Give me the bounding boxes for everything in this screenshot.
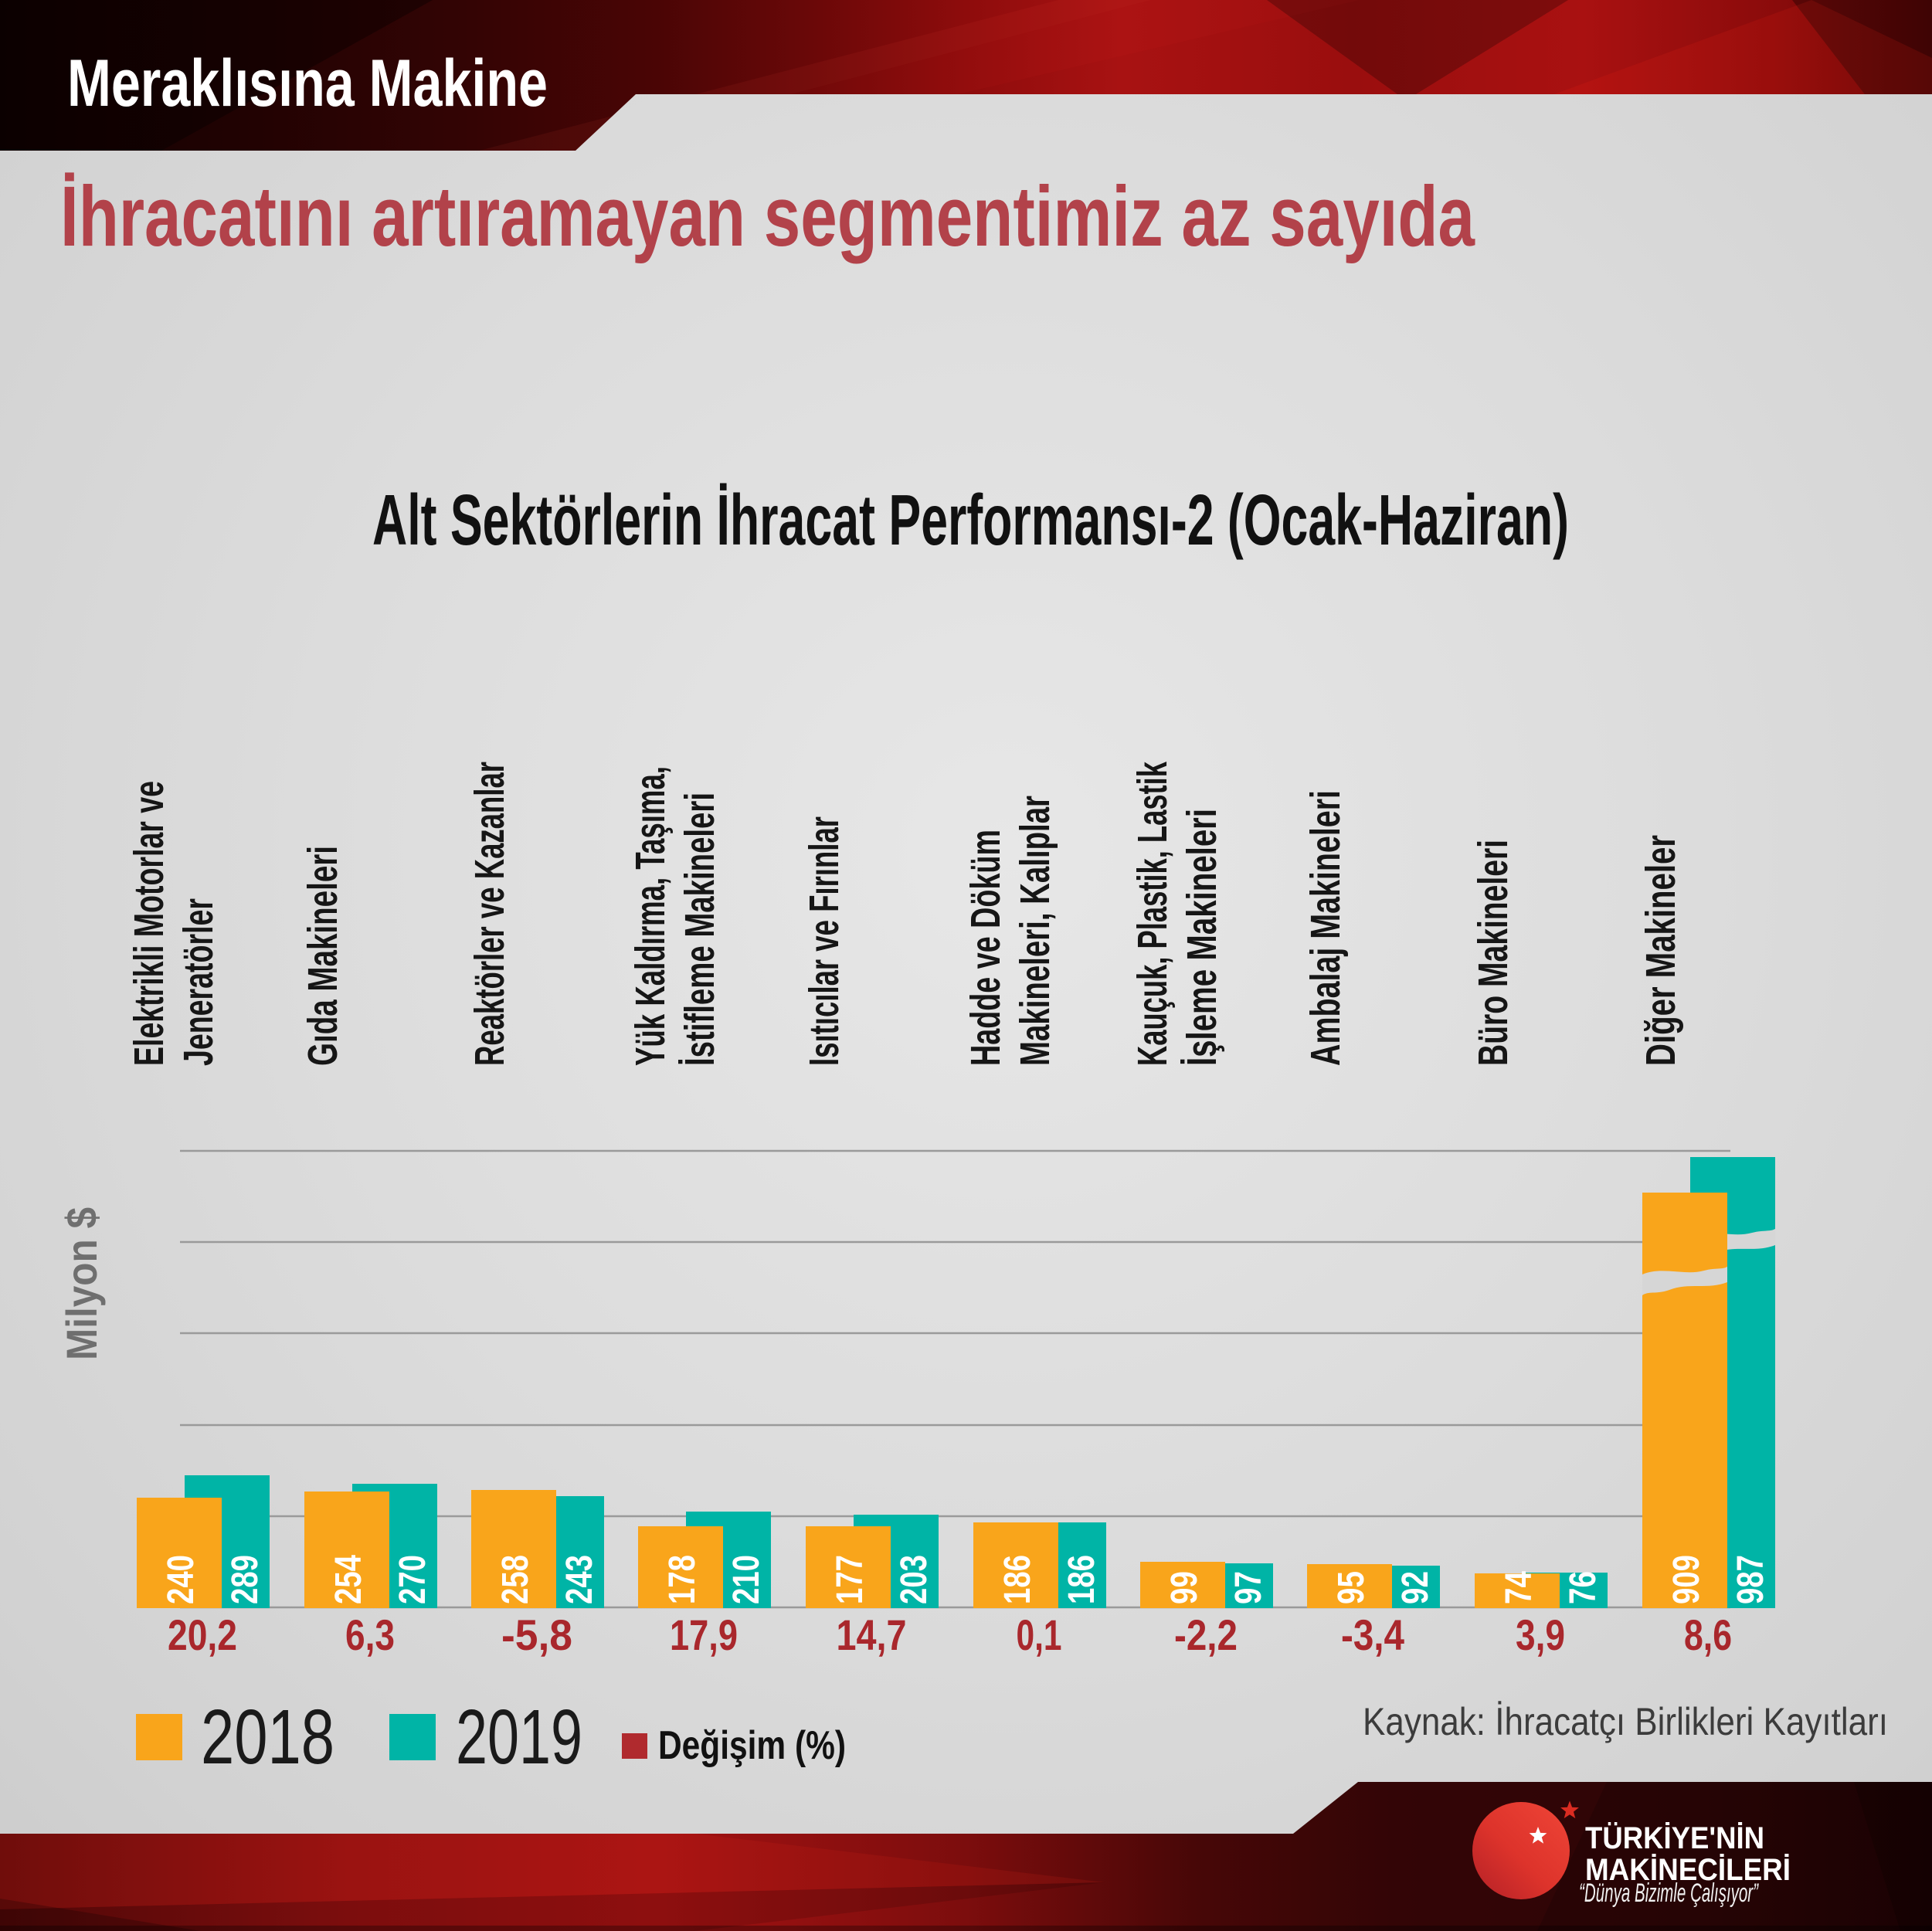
svg-text:Isıtıcılar ve Fırınlar: Isıtıcılar ve Fırınlar <box>801 816 847 1066</box>
svg-text:Meraklısına Makine: Meraklısına Makine <box>67 46 548 120</box>
svg-text:“Dünya Bizimle Çalışıyor”: “Dünya Bizimle Çalışıyor” <box>1579 1878 1759 1908</box>
svg-text:74: 74 <box>1499 1571 1540 1604</box>
svg-text:186: 186 <box>1061 1555 1102 1604</box>
svg-text:Kauçuk, Plastik, Lastik: Kauçuk, Plastik, Lastik <box>1129 761 1176 1066</box>
svg-text:210: 210 <box>726 1555 767 1604</box>
svg-text:Diğer Makineler: Diğer Makineler <box>1638 835 1684 1066</box>
svg-text:TÜRKİYE'NİN: TÜRKİYE'NİN <box>1585 1821 1764 1855</box>
svg-text:Milyon $: Milyon $ <box>57 1207 106 1360</box>
svg-text:Yük Kaldırma, Taşıma,: Yük Kaldırma, Taşıma, <box>627 766 674 1066</box>
svg-text:Ambalaj Makineleri: Ambalaj Makineleri <box>1302 790 1349 1066</box>
svg-text:6,3: 6,3 <box>345 1610 395 1659</box>
svg-text:177: 177 <box>830 1555 871 1604</box>
svg-text:14,7: 14,7 <box>837 1610 907 1659</box>
svg-text:97: 97 <box>1228 1571 1269 1604</box>
svg-text:2019: 2019 <box>456 1694 582 1780</box>
svg-text:2018: 2018 <box>201 1694 334 1780</box>
svg-text:289: 289 <box>225 1555 266 1604</box>
svg-text:178: 178 <box>662 1555 703 1604</box>
svg-text:258: 258 <box>495 1555 536 1604</box>
svg-text:İhracatını artıramayan segment: İhracatını artıramayan segmentimiz az sa… <box>60 169 1475 264</box>
svg-text:İstifleme Makineleri: İstifleme Makineleri <box>677 792 723 1066</box>
svg-text:Büro Makineleri: Büro Makineleri <box>1470 840 1516 1066</box>
svg-text:Hadde ve Döküm: Hadde ve Döküm <box>963 830 1009 1066</box>
svg-text:92: 92 <box>1395 1571 1436 1604</box>
svg-text:186: 186 <box>997 1555 1038 1604</box>
svg-text:254: 254 <box>328 1555 369 1604</box>
svg-text:Değişim (%): Değişim (%) <box>658 1723 846 1768</box>
svg-text:243: 243 <box>559 1555 600 1604</box>
svg-text:-5,8: -5,8 <box>501 1610 572 1659</box>
svg-text:-2,2: -2,2 <box>1174 1610 1238 1659</box>
svg-text:Alt Sektörlerin İhracat Perfor: Alt Sektörlerin İhracat Performansı-2 (O… <box>372 480 1569 560</box>
svg-text:-3,4: -3,4 <box>1341 1610 1404 1659</box>
svg-text:20,2: 20,2 <box>168 1610 237 1659</box>
svg-text:8,6: 8,6 <box>1684 1610 1732 1659</box>
svg-text:0,1: 0,1 <box>1017 1610 1062 1659</box>
svg-text:Kaynak: İhracatçı Birlikleri K: Kaynak: İhracatçı Birlikleri Kayıtları <box>1363 1700 1888 1743</box>
svg-text:95: 95 <box>1331 1571 1372 1604</box>
svg-text:Jeneratörler: Jeneratörler <box>175 898 222 1066</box>
svg-text:MAKİNECİLERİ: MAKİNECİLERİ <box>1585 1853 1791 1887</box>
svg-text:Elektrikli Motorlar ve: Elektrikli Motorlar ve <box>126 781 172 1066</box>
svg-text:Gıda Makineleri: Gıda Makineleri <box>300 846 346 1066</box>
svg-text:76: 76 <box>1563 1571 1604 1604</box>
svg-text:987: 987 <box>1730 1555 1771 1604</box>
svg-text:909: 909 <box>1666 1555 1707 1604</box>
svg-text:Makineleri, Kalıplar: Makineleri, Kalıplar <box>1012 796 1058 1066</box>
svg-text:203: 203 <box>894 1555 935 1604</box>
svg-text:99: 99 <box>1164 1571 1205 1604</box>
svg-text:Reaktörler ve Kazanlar: Reaktörler ve Kazanlar <box>467 762 513 1066</box>
svg-text:3,9: 3,9 <box>1516 1610 1565 1659</box>
svg-text:240: 240 <box>161 1555 202 1604</box>
svg-text:17,9: 17,9 <box>670 1610 738 1659</box>
svg-text:İşleme Makineleri: İşleme Makineleri <box>1179 809 1225 1066</box>
svg-text:270: 270 <box>392 1555 433 1604</box>
